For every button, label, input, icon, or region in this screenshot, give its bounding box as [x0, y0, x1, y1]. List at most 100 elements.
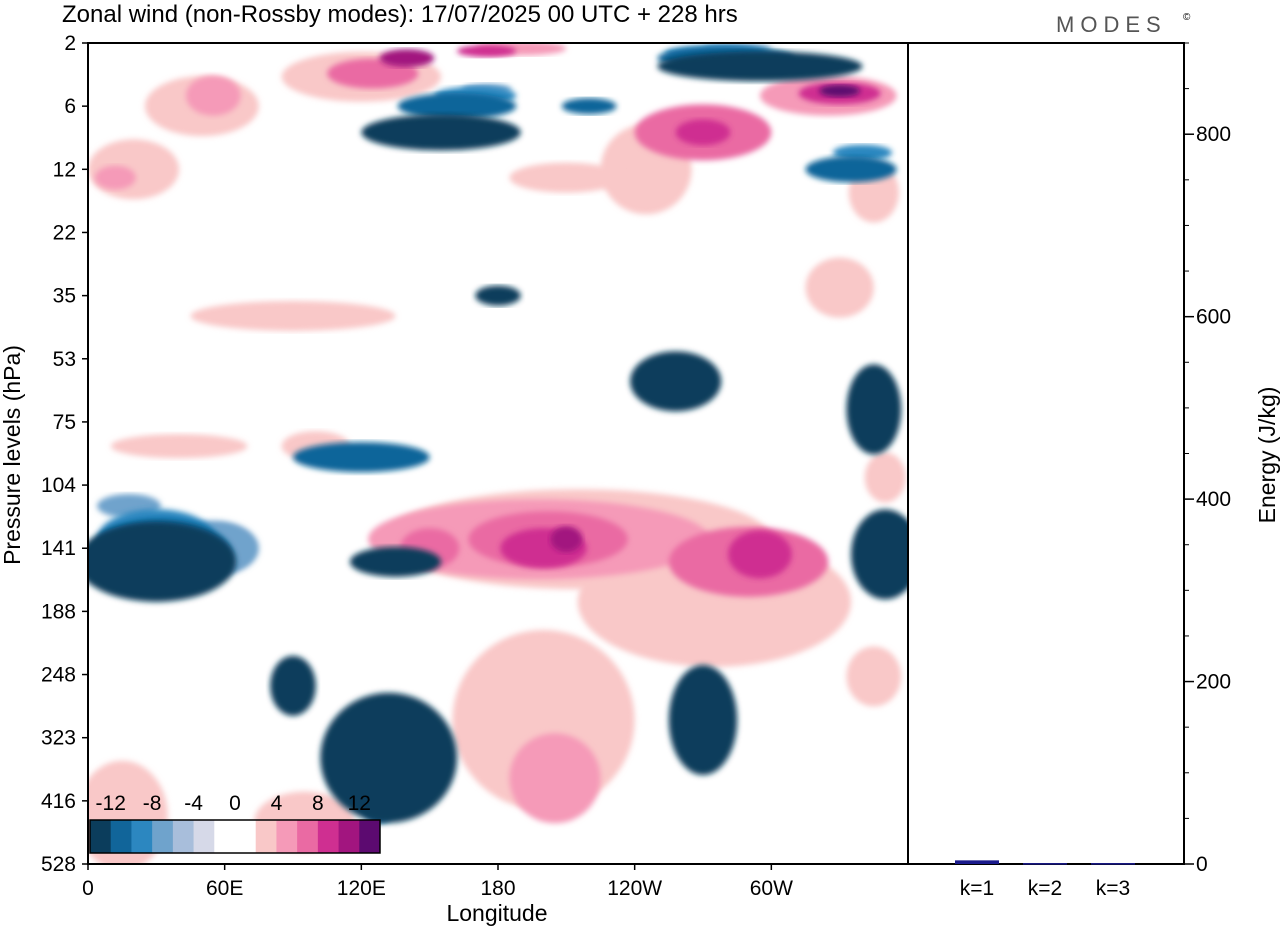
- energy-tick-label: 600: [1196, 306, 1231, 329]
- contour-region: [805, 257, 874, 318]
- y-tick-label: 248: [41, 664, 76, 687]
- y-tick-label: 35: [53, 285, 76, 308]
- x-tick-label: 120E: [337, 877, 386, 900]
- y-tick-label: 22: [53, 221, 76, 244]
- colorbar-swatch: [297, 820, 319, 853]
- heatmap-field: [88, 43, 908, 864]
- contour-region: [379, 49, 435, 68]
- colorbar-label: -8: [143, 792, 162, 815]
- contour-region: [668, 665, 738, 776]
- energy-bar: [1023, 863, 1067, 865]
- y-axis-title: Pressure levels (hPa): [0, 345, 25, 565]
- x-tick-label: 60E: [206, 877, 243, 900]
- x-tick-label: 60W: [750, 877, 793, 900]
- contour-region: [361, 114, 521, 151]
- contour-region: [846, 364, 902, 455]
- energy-category-label: k=2: [1028, 877, 1062, 900]
- colorbar-swatches: [89, 819, 381, 854]
- heatmap-panel: 2 6 12 22 35 53 75 104 141 188 248 323 416 528 0 60E 12…: [0, 32, 909, 926]
- y-tick-label: 528: [41, 853, 76, 876]
- contour-region: [550, 526, 583, 553]
- contour-region: [185, 75, 241, 116]
- contour-region: [457, 45, 517, 58]
- logo-text: MODES: [1056, 12, 1167, 37]
- modes-logo: MODES ©: [1056, 12, 1191, 37]
- energy-y-axis: 0 200 400 600 800: [1184, 42, 1231, 876]
- contour-region: [509, 733, 601, 824]
- colorbar-labels: -12 -8 -4 0 4 8 12: [96, 792, 371, 815]
- contour-region: [630, 351, 722, 412]
- colorbar-swatch: [317, 820, 340, 853]
- colorbar-label: -4: [184, 792, 203, 815]
- contour-region: [561, 98, 617, 115]
- contour-region: [475, 285, 521, 306]
- colorbar-swatch: [255, 820, 277, 853]
- y-tick-label: 188: [41, 600, 76, 623]
- colorbar-label: -12: [96, 792, 126, 815]
- contour-region: [110, 434, 248, 459]
- x-tick-label: 120W: [607, 877, 662, 900]
- colorbar: -12 -8 -4 0 4 8 12: [89, 792, 381, 854]
- energy-bar: [1091, 863, 1135, 865]
- energy-category-label: k=1: [960, 877, 994, 900]
- energy-axis-title: Energy (J/kg): [1254, 387, 1280, 524]
- x-axis: 0 60E 120E 180 120W 60W: [82, 864, 793, 900]
- colorbar-label: 0: [229, 792, 241, 815]
- y-tick-label: 416: [41, 790, 76, 813]
- colorbar-swatch: [172, 820, 195, 853]
- energy-category-label: k=3: [1096, 877, 1130, 900]
- y-axis: 2 6 12 22 35 53 75 104 141 188 248 323 416 528: [41, 32, 88, 876]
- y-tick-label: 6: [64, 95, 76, 118]
- colorbar-swatch: [193, 820, 215, 853]
- y-tick-label: 141: [41, 537, 76, 560]
- contour-region: [88, 760, 168, 864]
- contour-region: [864, 452, 906, 503]
- contour-region: [509, 162, 624, 193]
- contour-region: [819, 84, 861, 97]
- contour-region: [675, 119, 731, 146]
- energy-frame: [907, 42, 1185, 865]
- y-tick-label: 53: [53, 348, 76, 371]
- energy-tick-label: 800: [1196, 123, 1231, 146]
- energy-x-axis: k=1 k=2 k=3: [960, 877, 1130, 900]
- colorbar-label: 12: [348, 792, 371, 815]
- contour-region: [349, 546, 442, 577]
- colorbar-swatch: [90, 820, 112, 853]
- chart-title: Zonal wind (non-Rossby modes): 17/07/202…: [62, 1, 738, 28]
- colorbar-label: 4: [271, 792, 283, 815]
- colorbar-swatch: [338, 820, 360, 853]
- colorbar-swatch: [110, 820, 132, 853]
- contour-region: [320, 692, 457, 823]
- contour-region: [851, 509, 908, 600]
- contour-region: [728, 530, 792, 579]
- contour-region: [88, 521, 237, 602]
- y-tick-label: 104: [41, 474, 76, 497]
- contour-region: [293, 442, 430, 473]
- x-axis-title: Longitude: [446, 900, 547, 926]
- contour-region: [657, 51, 863, 82]
- y-tick-label: 12: [53, 158, 76, 181]
- logo-mark: ©: [1183, 12, 1191, 23]
- energy-panel: 0 200 400 600 800 k=1 k=2 k=3 Energy (J/kg): [907, 42, 1280, 900]
- colorbar-swatch: [152, 820, 174, 853]
- colorbar-swatch: [235, 820, 257, 853]
- x-tick-label: 0: [82, 877, 94, 900]
- contour-region: [270, 655, 316, 716]
- contour-region: [190, 300, 396, 331]
- y-tick-label: 75: [53, 411, 76, 434]
- contour-region: [805, 156, 897, 183]
- colorbar-swatch: [276, 820, 298, 853]
- y-tick-label: 2: [64, 32, 76, 55]
- colorbar-swatch: [131, 820, 153, 853]
- colorbar-label: 8: [312, 792, 324, 815]
- contour-region: [397, 93, 517, 120]
- energy-tick-label: 0: [1196, 853, 1208, 876]
- energy-bar: [955, 860, 999, 864]
- energy-tick-label: 400: [1196, 488, 1231, 511]
- colorbar-swatch: [214, 820, 236, 853]
- energy-tick-label: 200: [1196, 671, 1231, 694]
- y-tick-label: 323: [41, 727, 76, 750]
- colorbar-frame: [89, 819, 381, 854]
- x-tick-label: 180: [480, 877, 515, 900]
